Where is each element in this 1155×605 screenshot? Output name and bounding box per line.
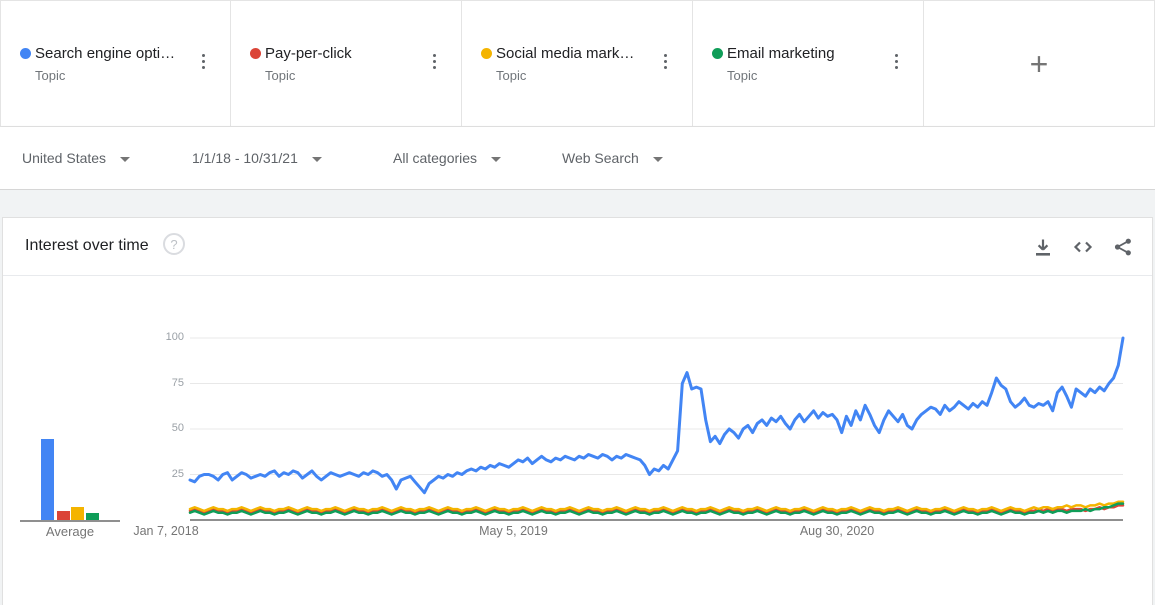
more-options-icon[interactable]: [199, 51, 208, 72]
y-tick-label: 50: [171, 422, 184, 434]
more-options-icon[interactable]: [661, 51, 670, 72]
compare-card-type: Topic: [496, 68, 527, 83]
compare-card-email-marketing[interactable]: Email marketing Topic: [693, 0, 924, 127]
search-type-filter-dropdown[interactable]: Web Search: [562, 127, 663, 189]
series-color-dot: [712, 48, 723, 59]
series-color-dot: [20, 48, 31, 59]
time-range-filter-value: 1/1/18 - 10/31/21: [192, 150, 298, 166]
search-type-filter-value: Web Search: [562, 150, 639, 166]
category-filter-dropdown[interactable]: All categories: [393, 127, 502, 189]
dropdown-arrow-icon: [311, 156, 322, 162]
x-tick-label: Aug 30, 2020: [799, 524, 875, 538]
series-line: [188, 500, 1125, 513]
average-bar-chart[interactable]: [20, 438, 120, 522]
plus-icon: +: [1029, 45, 1049, 82]
series-line: [188, 502, 1125, 516]
add-comparison-card[interactable]: +: [924, 0, 1155, 127]
embed-code-icon[interactable]: [1071, 235, 1095, 259]
compare-card-type: Topic: [265, 68, 296, 83]
compare-card-title: Search engine opti…: [35, 45, 176, 62]
y-tick-label: 25: [171, 467, 184, 480]
time-range-filter-dropdown[interactable]: 1/1/18 - 10/31/21: [192, 127, 322, 189]
y-tick-label: 75: [171, 376, 184, 389]
interest-over-time-chart[interactable]: [0, 280, 1155, 560]
compare-card-search-engine-optimization[interactable]: Search engine opti… Topic: [0, 0, 231, 127]
compare-card-title: Pay-per-click: [265, 45, 352, 62]
average-bar: [71, 507, 84, 520]
geo-filter-dropdown[interactable]: United States: [22, 127, 131, 189]
compare-card-type: Topic: [35, 68, 66, 83]
widget-title: Interest over time: [25, 237, 149, 254]
series-color-dot: [250, 48, 261, 59]
series-line: [188, 336, 1125, 495]
compare-card-pay-per-click[interactable]: Pay-per-click Topic: [231, 0, 462, 127]
series-line: [188, 504, 1125, 514]
series-color-dot: [481, 48, 492, 59]
more-options-icon[interactable]: [892, 51, 901, 72]
filter-bar: United States 1/1/18 - 10/31/21 All cate…: [0, 127, 1155, 190]
dropdown-arrow-icon: [491, 156, 502, 162]
category-filter-value: All categories: [393, 150, 478, 166]
y-tick-label: 100: [165, 331, 184, 343]
widget-header: Interest over time ?: [3, 218, 1152, 276]
interest-over-time-card: Interest over time ?: [2, 217, 1153, 605]
average-bar: [86, 512, 99, 520]
x-tick-label: Jan 7, 2018: [133, 524, 199, 538]
x-tick-label: May 5, 2019: [479, 524, 548, 538]
average-axis-label: Average: [45, 524, 95, 539]
dropdown-arrow-icon: [652, 156, 663, 162]
average-bar: [41, 438, 54, 520]
compare-card-social-media-marketing[interactable]: Social media mark… Topic: [462, 0, 693, 127]
share-icon[interactable]: [1111, 235, 1135, 259]
compare-card-title: Email marketing: [727, 45, 835, 62]
dropdown-arrow-icon: [120, 156, 131, 162]
average-bar: [57, 510, 70, 520]
geo-filter-value: United States: [22, 150, 107, 166]
more-options-icon[interactable]: [430, 51, 439, 72]
comparison-bar: Search engine opti… Topic Pay-per-click …: [0, 0, 1155, 127]
help-icon[interactable]: ?: [163, 233, 185, 255]
compare-card-title: Social media mark…: [496, 45, 635, 62]
download-icon[interactable]: [1031, 235, 1055, 259]
compare-card-type: Topic: [727, 68, 758, 83]
